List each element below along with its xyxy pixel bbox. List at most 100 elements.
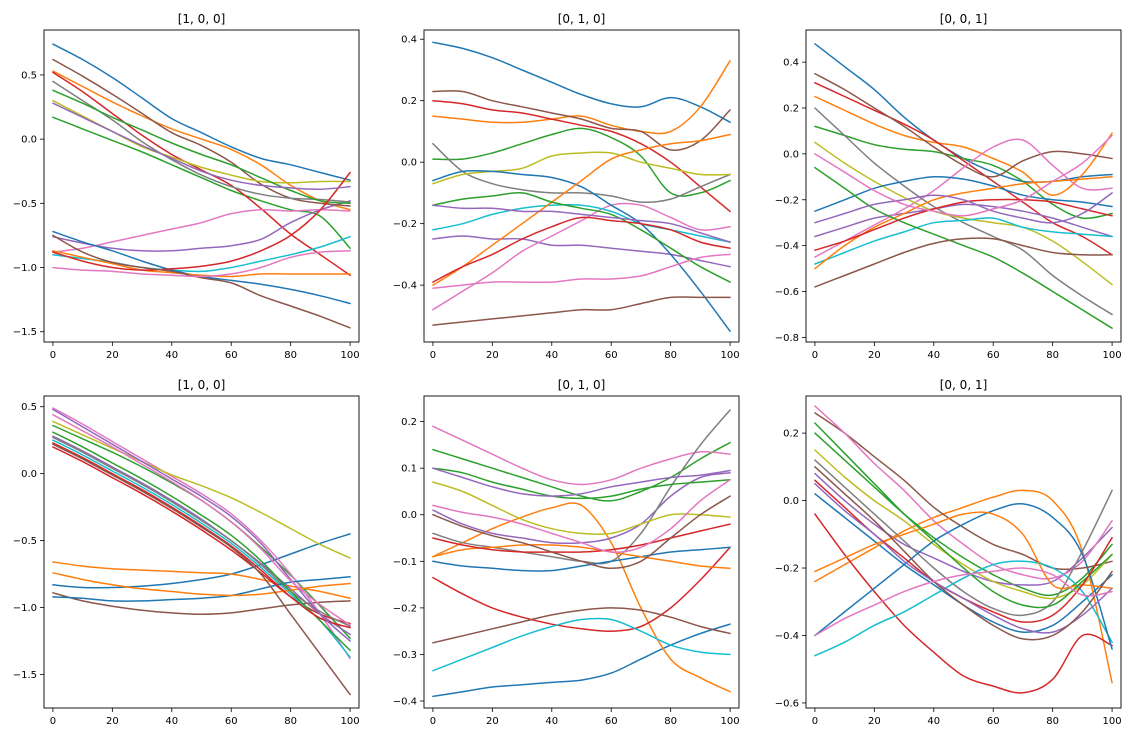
y-tick-label: −0.2 bbox=[393, 603, 417, 614]
series-line-10 bbox=[814, 217, 1113, 265]
y-tick-label: 0.0 bbox=[783, 496, 799, 507]
series-line-15 bbox=[52, 102, 351, 190]
axes-frame bbox=[423, 395, 740, 709]
series-line-4 bbox=[432, 99, 731, 213]
y-tick-label: −0.5 bbox=[13, 536, 37, 547]
series-line-6 bbox=[814, 412, 1113, 571]
series-line-6 bbox=[52, 58, 351, 207]
y-tick-label: −0.4 bbox=[393, 697, 417, 708]
x-tick-label: 0 bbox=[50, 350, 56, 361]
panel-bottom-center: [0, 1, 0] 0 20 40 60 80 100 −0.4 −0.3 −0.2 −0.1 0.… bbox=[393, 378, 740, 727]
y-tick-label: 0.0 bbox=[401, 158, 417, 169]
series-line-17 bbox=[814, 134, 1113, 217]
series-line-15 bbox=[432, 204, 731, 243]
series-line-14 bbox=[814, 198, 1113, 251]
axes-frame bbox=[805, 395, 1122, 709]
series-line-6 bbox=[432, 607, 731, 644]
series-line-6 bbox=[814, 72, 1113, 178]
x-tick-label: 80 bbox=[1046, 716, 1059, 727]
series-line-12 bbox=[52, 250, 351, 278]
panel-title: [1, 0, 0] bbox=[178, 378, 226, 392]
series-line-11 bbox=[432, 546, 731, 572]
series-line-12 bbox=[432, 133, 731, 286]
y-tick-label: −1.0 bbox=[13, 603, 37, 614]
series-line-10 bbox=[432, 617, 731, 672]
series-line-7 bbox=[814, 138, 1113, 258]
x-tick-label: 20 bbox=[106, 716, 119, 727]
series-line-17 bbox=[52, 413, 351, 626]
series-line-13 bbox=[814, 422, 1113, 609]
series-group bbox=[52, 407, 351, 696]
x-tick-label: 100 bbox=[341, 716, 360, 727]
series-line-10 bbox=[52, 439, 351, 658]
series-line-4 bbox=[52, 71, 351, 276]
x-tick-label: 60 bbox=[605, 350, 618, 361]
x-tick-label: 20 bbox=[486, 716, 499, 727]
panel-title: [0, 1, 0] bbox=[558, 378, 606, 392]
series-group bbox=[432, 409, 731, 698]
x-tick-label: 20 bbox=[486, 350, 499, 361]
x-tick-label: 0 bbox=[430, 716, 436, 727]
y-tick-label: 0.2 bbox=[401, 417, 417, 428]
y-tick-label: −0.4 bbox=[393, 281, 417, 292]
y-tick-label: −1.5 bbox=[13, 327, 37, 338]
x-tick-label: 80 bbox=[284, 716, 297, 727]
series-line-2 bbox=[432, 502, 731, 693]
series-line-2 bbox=[814, 489, 1113, 684]
series-line-13 bbox=[432, 467, 731, 500]
series-line-6 bbox=[432, 90, 731, 151]
panel-top-center: [0, 1, 0] 0 20 40 60 80 100 −0.4 −0.2 0.0 0.2 0.4 bbox=[393, 12, 740, 361]
series-line-15 bbox=[52, 408, 351, 642]
y-tick-label: 0.2 bbox=[783, 429, 799, 440]
series-line-14 bbox=[432, 523, 731, 553]
series-line-8 bbox=[814, 107, 1113, 316]
y-tick-label: −0.4 bbox=[775, 631, 799, 642]
series-line-9 bbox=[52, 420, 351, 559]
y-tick-label: 0.5 bbox=[21, 70, 37, 81]
x-tick-label: 100 bbox=[1103, 716, 1122, 727]
series-line-5 bbox=[814, 472, 1113, 586]
y-tick-label: −0.3 bbox=[393, 650, 417, 661]
x-tick-label: 100 bbox=[721, 350, 740, 361]
y-tick-label: −1.5 bbox=[13, 670, 37, 681]
series-line-9 bbox=[432, 151, 731, 185]
series-line-13 bbox=[52, 89, 351, 205]
panel-title: [0, 1, 0] bbox=[558, 12, 606, 26]
series-line-5 bbox=[52, 200, 351, 252]
series-line-1 bbox=[52, 43, 351, 181]
series-group bbox=[432, 41, 731, 332]
series-line-10 bbox=[432, 203, 731, 243]
series-line-7 bbox=[432, 202, 731, 311]
series-line-12 bbox=[52, 572, 351, 597]
series-line-16 bbox=[432, 296, 731, 326]
axes-frame bbox=[43, 29, 360, 343]
y-tick-label: 0.1 bbox=[401, 464, 417, 475]
y-tick-label: −0.2 bbox=[393, 219, 417, 230]
x-tick-label: 0 bbox=[812, 350, 818, 361]
series-line-7 bbox=[52, 208, 351, 253]
y-tick-label: 0.4 bbox=[401, 35, 417, 46]
series-line-5 bbox=[52, 435, 351, 636]
series-line-8 bbox=[52, 80, 351, 203]
series-line-1 bbox=[432, 623, 731, 698]
series-line-9 bbox=[814, 141, 1113, 286]
series-line-2 bbox=[814, 95, 1113, 196]
x-tick-label: 60 bbox=[987, 350, 1000, 361]
panel-title: [0, 0, 1] bbox=[940, 12, 988, 26]
series-line-4 bbox=[814, 513, 1113, 694]
x-tick-label: 60 bbox=[225, 350, 238, 361]
y-tick-label: 0.2 bbox=[783, 104, 799, 115]
x-tick-label: 60 bbox=[605, 716, 618, 727]
series-line-17 bbox=[432, 253, 731, 289]
series-line-11 bbox=[814, 502, 1113, 650]
series-group bbox=[52, 43, 351, 329]
series-line-7 bbox=[52, 407, 351, 660]
series-line-3 bbox=[814, 432, 1113, 597]
y-tick-label: −0.1 bbox=[393, 557, 417, 568]
x-tick-label: 60 bbox=[987, 716, 1000, 727]
axes-frame bbox=[423, 29, 740, 343]
y-tick-label: 0.2 bbox=[401, 96, 417, 107]
series-line-16 bbox=[814, 237, 1113, 288]
x-tick-label: 20 bbox=[868, 716, 881, 727]
